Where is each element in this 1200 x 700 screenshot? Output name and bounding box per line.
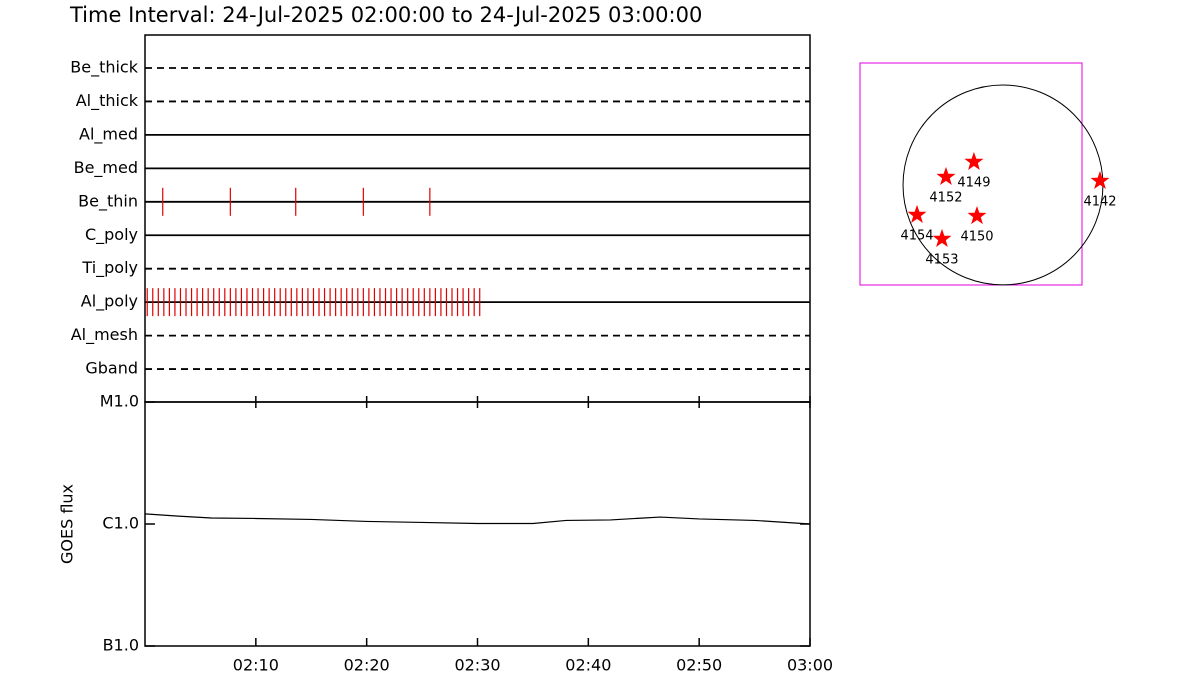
x-tick-label: 02:30 <box>454 656 500 675</box>
y-axis-label: GOES flux <box>58 484 77 564</box>
region-label: 4149 <box>957 175 990 190</box>
region-label: 4154 <box>900 228 933 243</box>
region-label: 4150 <box>960 229 993 244</box>
region-star <box>907 204 927 223</box>
filter-label: Al_poly <box>81 292 138 312</box>
region-label: 4153 <box>925 252 958 267</box>
region-label: 4152 <box>929 190 962 205</box>
region-label: 4142 <box>1083 194 1116 209</box>
filter-label: Al_med <box>79 124 138 144</box>
filter-label: Be_med <box>74 158 138 178</box>
filter-label: Gband <box>85 359 138 378</box>
x-tick-label: 02:50 <box>676 656 722 675</box>
y-tick-label: B1.0 <box>103 636 139 655</box>
region-star <box>964 151 984 170</box>
y-tick-label: C1.0 <box>102 514 139 533</box>
region-star <box>936 166 956 185</box>
events-frame <box>144 34 811 403</box>
y-tick-label: M1.0 <box>100 392 139 411</box>
map-frame <box>859 62 1083 286</box>
title: Time Interval: 24-Jul-2025 02:00:00 to 2… <box>69 3 702 27</box>
filter-label: Ti_poly <box>81 258 138 278</box>
x-tick-label: 03:00 <box>787 656 833 675</box>
filter-label: Be_thick <box>70 58 138 78</box>
filter-label: C_poly <box>85 225 138 245</box>
region-star <box>1090 170 1110 189</box>
goes-curve <box>144 513 811 525</box>
filter-label: Al_mesh <box>71 325 138 345</box>
region-star <box>967 206 987 225</box>
region-star <box>932 228 952 247</box>
filter-label: Al_thick <box>76 91 139 111</box>
filter-label: Be_thin <box>78 191 138 211</box>
x-tick-label: 02:10 <box>233 656 279 675</box>
x-tick-label: 02:40 <box>565 656 611 675</box>
x-tick-label: 02:20 <box>344 656 390 675</box>
